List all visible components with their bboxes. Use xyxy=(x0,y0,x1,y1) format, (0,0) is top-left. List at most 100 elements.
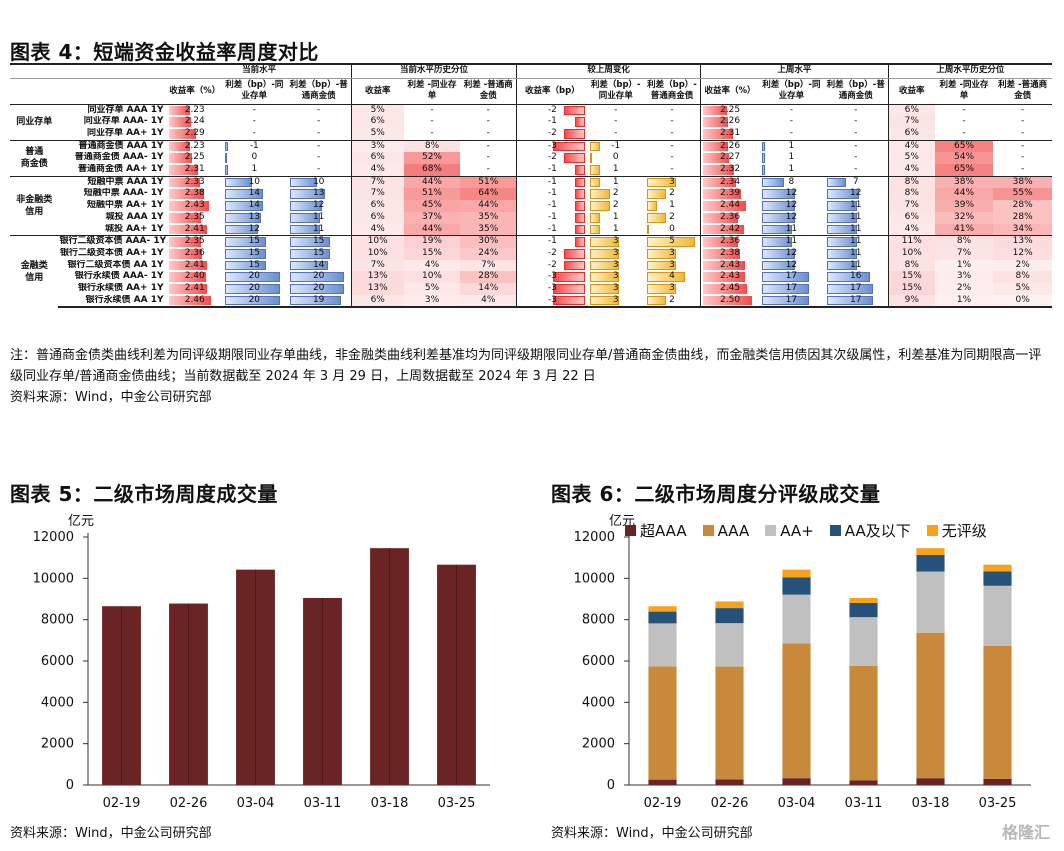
table-cell: - xyxy=(1021,152,1025,163)
data-bar xyxy=(703,177,737,188)
table-cell: 28% xyxy=(993,200,1052,212)
cell-value: 3 xyxy=(669,176,675,187)
stacked-bar-segment xyxy=(782,778,811,785)
negative-change-bar xyxy=(574,165,586,175)
table-cell: - xyxy=(614,116,618,127)
table-cell: -1 xyxy=(587,139,644,153)
data-bar xyxy=(289,189,326,200)
data-bar xyxy=(826,212,857,223)
table-cell: 2.42 xyxy=(700,223,760,236)
table-cell: -3 xyxy=(516,139,588,153)
table-row: 银行二级资本债 AA+ 1Y 2.36 15 15 10% 15% 24% -2 3 3 2.38 1… xyxy=(10,247,1052,260)
cell-value: -1 xyxy=(547,164,557,175)
x-tick-label: 03-18 xyxy=(371,796,409,811)
table-cell: 34% xyxy=(993,223,1052,236)
table-cell: 12 xyxy=(759,188,824,200)
data-bar xyxy=(646,201,657,211)
cell-value: 12 xyxy=(785,247,798,258)
legend-label: 无评级 xyxy=(941,522,987,540)
table-cell: 1 xyxy=(587,212,644,224)
row-name: 短融中票 AAA- 1Y xyxy=(83,188,164,199)
table-cell: 2.26 xyxy=(700,116,760,128)
cell-value: 2.24 xyxy=(184,116,205,127)
cell-value: -1 xyxy=(547,116,557,127)
data-bar xyxy=(169,284,207,294)
table-row: 城投 AA+ 1Y 2.41 12 11 4% 44% 35% -1 1 0 2.42 11 11 4% 4… xyxy=(10,223,1052,236)
table-row: 同业存单 AAA- 1Y 2.24 - - 6% - - -1 - - 2.26 - - 7% - - xyxy=(10,116,1052,128)
y-tick-label: 8000 xyxy=(582,613,615,628)
cell-value: 19 xyxy=(312,294,325,305)
cell-value: 2.50 xyxy=(720,294,741,305)
table-cell: 17 xyxy=(824,283,889,295)
cell-value: 17 xyxy=(850,283,862,294)
data-bar xyxy=(590,224,601,235)
table-cell: 13 xyxy=(287,188,352,200)
data-bar xyxy=(590,141,601,152)
table-cell: 17 xyxy=(759,283,824,295)
table-cell: 2.44 xyxy=(700,200,760,212)
table-cell: 11 xyxy=(823,235,889,248)
table-cell: 0% xyxy=(993,294,1052,309)
cell-value: 2.46 xyxy=(184,294,205,305)
cell-value: 15 xyxy=(248,259,261,270)
table-cell: 11 xyxy=(759,235,824,248)
row-name: 银行二级资本债 AA+ 1Y xyxy=(59,247,164,258)
cell-value: 2.31 xyxy=(184,164,205,175)
table-cell: 2 xyxy=(587,200,644,212)
x-tick-label: 03-18 xyxy=(912,796,950,811)
table-cell: -2 xyxy=(516,247,588,260)
table-cell: 3 xyxy=(644,260,701,272)
watermark-logo: 格隆汇 xyxy=(1001,823,1050,842)
cell-value: 3 xyxy=(669,283,675,294)
table-cell: 19% xyxy=(403,235,461,248)
cell-value: 2.25 xyxy=(720,104,741,115)
cell-value: 15 xyxy=(312,236,325,247)
y-tick-label: 8000 xyxy=(41,613,74,628)
cell-value: 3 xyxy=(612,236,619,247)
fig4-title: 图表 4：短端资金收益率周度对比 xyxy=(10,40,319,64)
stacked-bar-segment xyxy=(849,665,878,781)
cell-value: 3 xyxy=(612,271,619,282)
legend-item: 无评级 xyxy=(926,520,987,541)
col-lyield: 收益率（%） xyxy=(700,78,760,105)
data-bar xyxy=(590,153,593,164)
cell-value: 2 xyxy=(612,188,619,199)
cell-value: 12 xyxy=(785,211,798,222)
y-tick-label: 4000 xyxy=(582,695,615,710)
legend-swatch xyxy=(625,525,636,536)
data-bar xyxy=(590,260,620,271)
table-row: 普通商金债 AAA- 1Y 2.25 0 - 6% 52% - -2 0 - 2.27 1 - 5% 54%… xyxy=(10,152,1052,165)
data-bar xyxy=(762,153,765,164)
table-cell: 38% xyxy=(993,175,1052,189)
data-bar xyxy=(225,201,264,211)
stacked-bar-segment xyxy=(849,780,878,785)
x-tick-label: 02-26 xyxy=(711,796,749,811)
table-cell: 12 xyxy=(824,188,889,200)
fig4-source: 资料来源：Wind，中金公司研究部 xyxy=(10,390,212,405)
table-cell: 15 xyxy=(286,235,352,248)
table-cell: 6% xyxy=(887,211,935,224)
table-cell: 24% xyxy=(460,247,517,260)
table-cell: 12 xyxy=(759,200,824,212)
legend-swatch xyxy=(702,525,714,536)
table-row: 金融类 信用 银行二级资本债 AAA- 1Y 2.35 15 15 10% 19% 30% -1 3… xyxy=(10,235,1052,308)
table-cell: 20 xyxy=(287,271,352,283)
table-cell: - xyxy=(430,116,434,127)
table-cell: 15% xyxy=(403,247,461,260)
stacked-bar-segment xyxy=(782,569,811,578)
cell-value: 2.45 xyxy=(720,283,741,294)
cell-value: 15 xyxy=(248,236,261,247)
table-cell: - xyxy=(962,127,966,138)
table-cell: 2 xyxy=(644,188,701,200)
table-cell: 7% xyxy=(350,175,404,189)
legend-item: AA及以下 xyxy=(829,520,911,541)
table-cell: 1 xyxy=(759,139,824,153)
data-bar xyxy=(646,212,667,223)
table-cell: 28% xyxy=(460,271,517,284)
data-bar xyxy=(762,237,793,247)
cell-value: 11 xyxy=(785,223,798,234)
table-cell: - xyxy=(670,127,674,138)
table-cell: 20 xyxy=(222,294,287,309)
data-bar xyxy=(703,212,738,223)
row-name: 城投 AA+ 1Y xyxy=(104,223,164,234)
